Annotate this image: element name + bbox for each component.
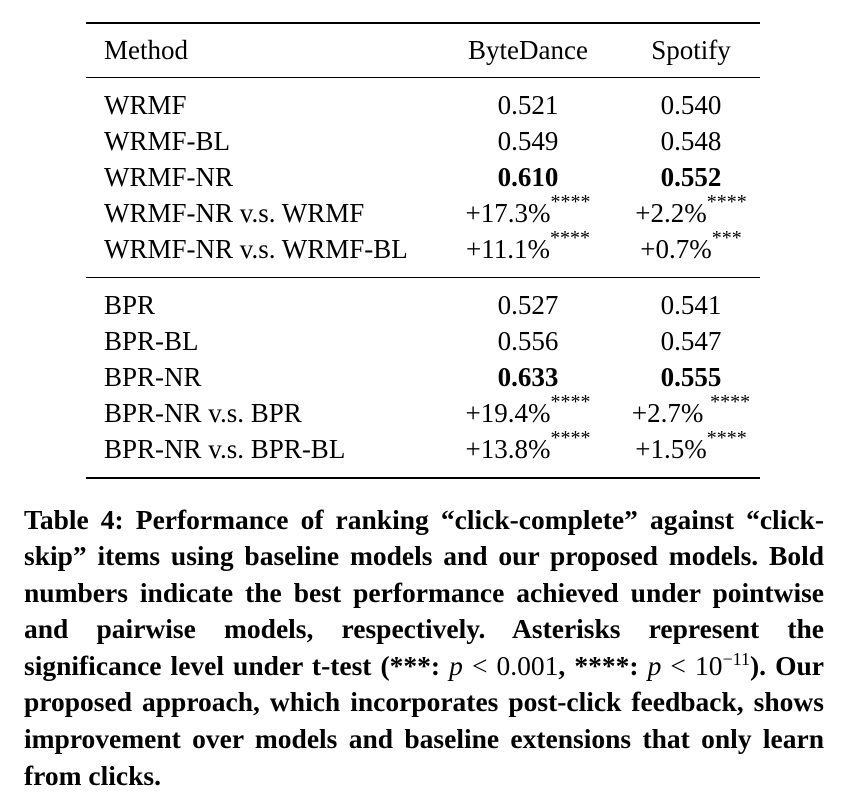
row-bytedance-improvement: +11.1%**** <box>434 231 622 278</box>
header-spotify: Spotify <box>622 23 760 77</box>
caption-p-symbol: p <box>449 650 463 681</box>
row-method: BPR-NR <box>86 359 434 395</box>
header-method: Method <box>86 23 434 77</box>
row-bytedance-best: 0.633 <box>434 359 622 395</box>
improvement-value: +19.4% <box>466 398 551 428</box>
table-row: BPR-BL 0.556 0.547 <box>86 323 760 359</box>
row-method: WRMF-NR <box>86 159 434 195</box>
significance-stars: **** <box>707 427 747 449</box>
row-method: BPR-BL <box>86 323 434 359</box>
row-spotify: 0.548 <box>622 123 760 159</box>
table-row: WRMF-NR v.s. WRMF-BL +11.1%**** +0.7%*** <box>86 231 760 278</box>
row-spotify-improvement: +1.5%**** <box>622 431 760 478</box>
table-row: BPR-NR 0.633 0.555 <box>86 359 760 395</box>
significance-stars: **** <box>550 427 590 449</box>
improvement-value: +13.8% <box>466 434 551 464</box>
row-spotify-best: 0.552 <box>622 159 760 195</box>
row-bytedance-improvement: +19.4%**** <box>434 395 622 431</box>
row-method: WRMF-NR v.s. WRMF <box>86 195 434 231</box>
improvement-value: +2.2% <box>635 198 706 228</box>
row-spotify-improvement: +2.2%**** <box>622 195 760 231</box>
row-bytedance: 0.527 <box>434 277 622 323</box>
table-caption: Table 4: Performance of ranking “click-c… <box>24 502 824 794</box>
row-method: BPR <box>86 277 434 323</box>
improvement-value: +0.7% <box>640 234 711 264</box>
improvement-value: +11.1% <box>466 234 550 264</box>
row-method: WRMF-BL <box>86 123 434 159</box>
row-spotify: 0.541 <box>622 277 760 323</box>
row-bytedance: 0.549 <box>434 123 622 159</box>
significance-stars: **** <box>710 391 750 413</box>
table-row: WRMF 0.521 0.540 <box>86 77 760 123</box>
row-method: BPR-NR v.s. BPR-BL <box>86 431 434 478</box>
caption-separator: , ****: <box>558 650 647 681</box>
table-row: WRMF-NR 0.610 0.552 <box>86 159 760 195</box>
significance-stars: **** <box>550 191 590 213</box>
table-row: BPR-NR v.s. BPR-BL +13.8%**** +1.5%**** <box>86 431 760 478</box>
significance-stars: **** <box>550 391 590 413</box>
results-table: Method ByteDance Spotify WRMF 0.521 0.54… <box>86 22 760 479</box>
caption-less-than: < <box>661 650 695 681</box>
row-spotify-improvement: +2.7% **** <box>622 395 760 431</box>
row-method: BPR-NR v.s. BPR <box>86 395 434 431</box>
row-bytedance: 0.556 <box>434 323 622 359</box>
row-spotify: 0.547 <box>622 323 760 359</box>
caption-less-than: < <box>463 650 497 681</box>
row-bytedance: 0.521 <box>434 77 622 123</box>
row-spotify: 0.540 <box>622 77 760 123</box>
caption-power-base: 10 <box>695 650 723 681</box>
improvement-value: +17.3% <box>466 198 551 228</box>
table-row: WRMF-BL 0.549 0.548 <box>86 123 760 159</box>
improvement-value: +2.7% <box>632 398 710 428</box>
table-row: WRMF-NR v.s. WRMF +17.3%**** +2.2%**** <box>86 195 760 231</box>
significance-stars: *** <box>712 227 742 249</box>
caption-threshold-value: 0.001 <box>497 650 559 681</box>
table-row: BPR 0.527 0.541 <box>86 277 760 323</box>
caption-power-exponent: −11 <box>722 649 749 669</box>
row-bytedance-best: 0.610 <box>434 159 622 195</box>
row-bytedance-improvement: +13.8%**** <box>434 431 622 478</box>
significance-stars: **** <box>550 227 590 249</box>
row-bytedance-improvement: +17.3%**** <box>434 195 622 231</box>
results-table-container: Method ByteDance Spotify WRMF 0.521 0.54… <box>86 22 760 479</box>
table-row: BPR-NR v.s. BPR +19.4%**** +2.7% **** <box>86 395 760 431</box>
table-header-row: Method ByteDance Spotify <box>86 23 760 77</box>
improvement-value: +1.5% <box>635 434 706 464</box>
row-method: WRMF-NR v.s. WRMF-BL <box>86 231 434 278</box>
row-method: WRMF <box>86 77 434 123</box>
row-spotify-improvement: +0.7%*** <box>622 231 760 278</box>
header-bytedance: ByteDance <box>434 23 622 77</box>
row-spotify-best: 0.555 <box>622 359 760 395</box>
significance-stars: **** <box>707 191 747 213</box>
caption-p-symbol: p <box>648 650 662 681</box>
